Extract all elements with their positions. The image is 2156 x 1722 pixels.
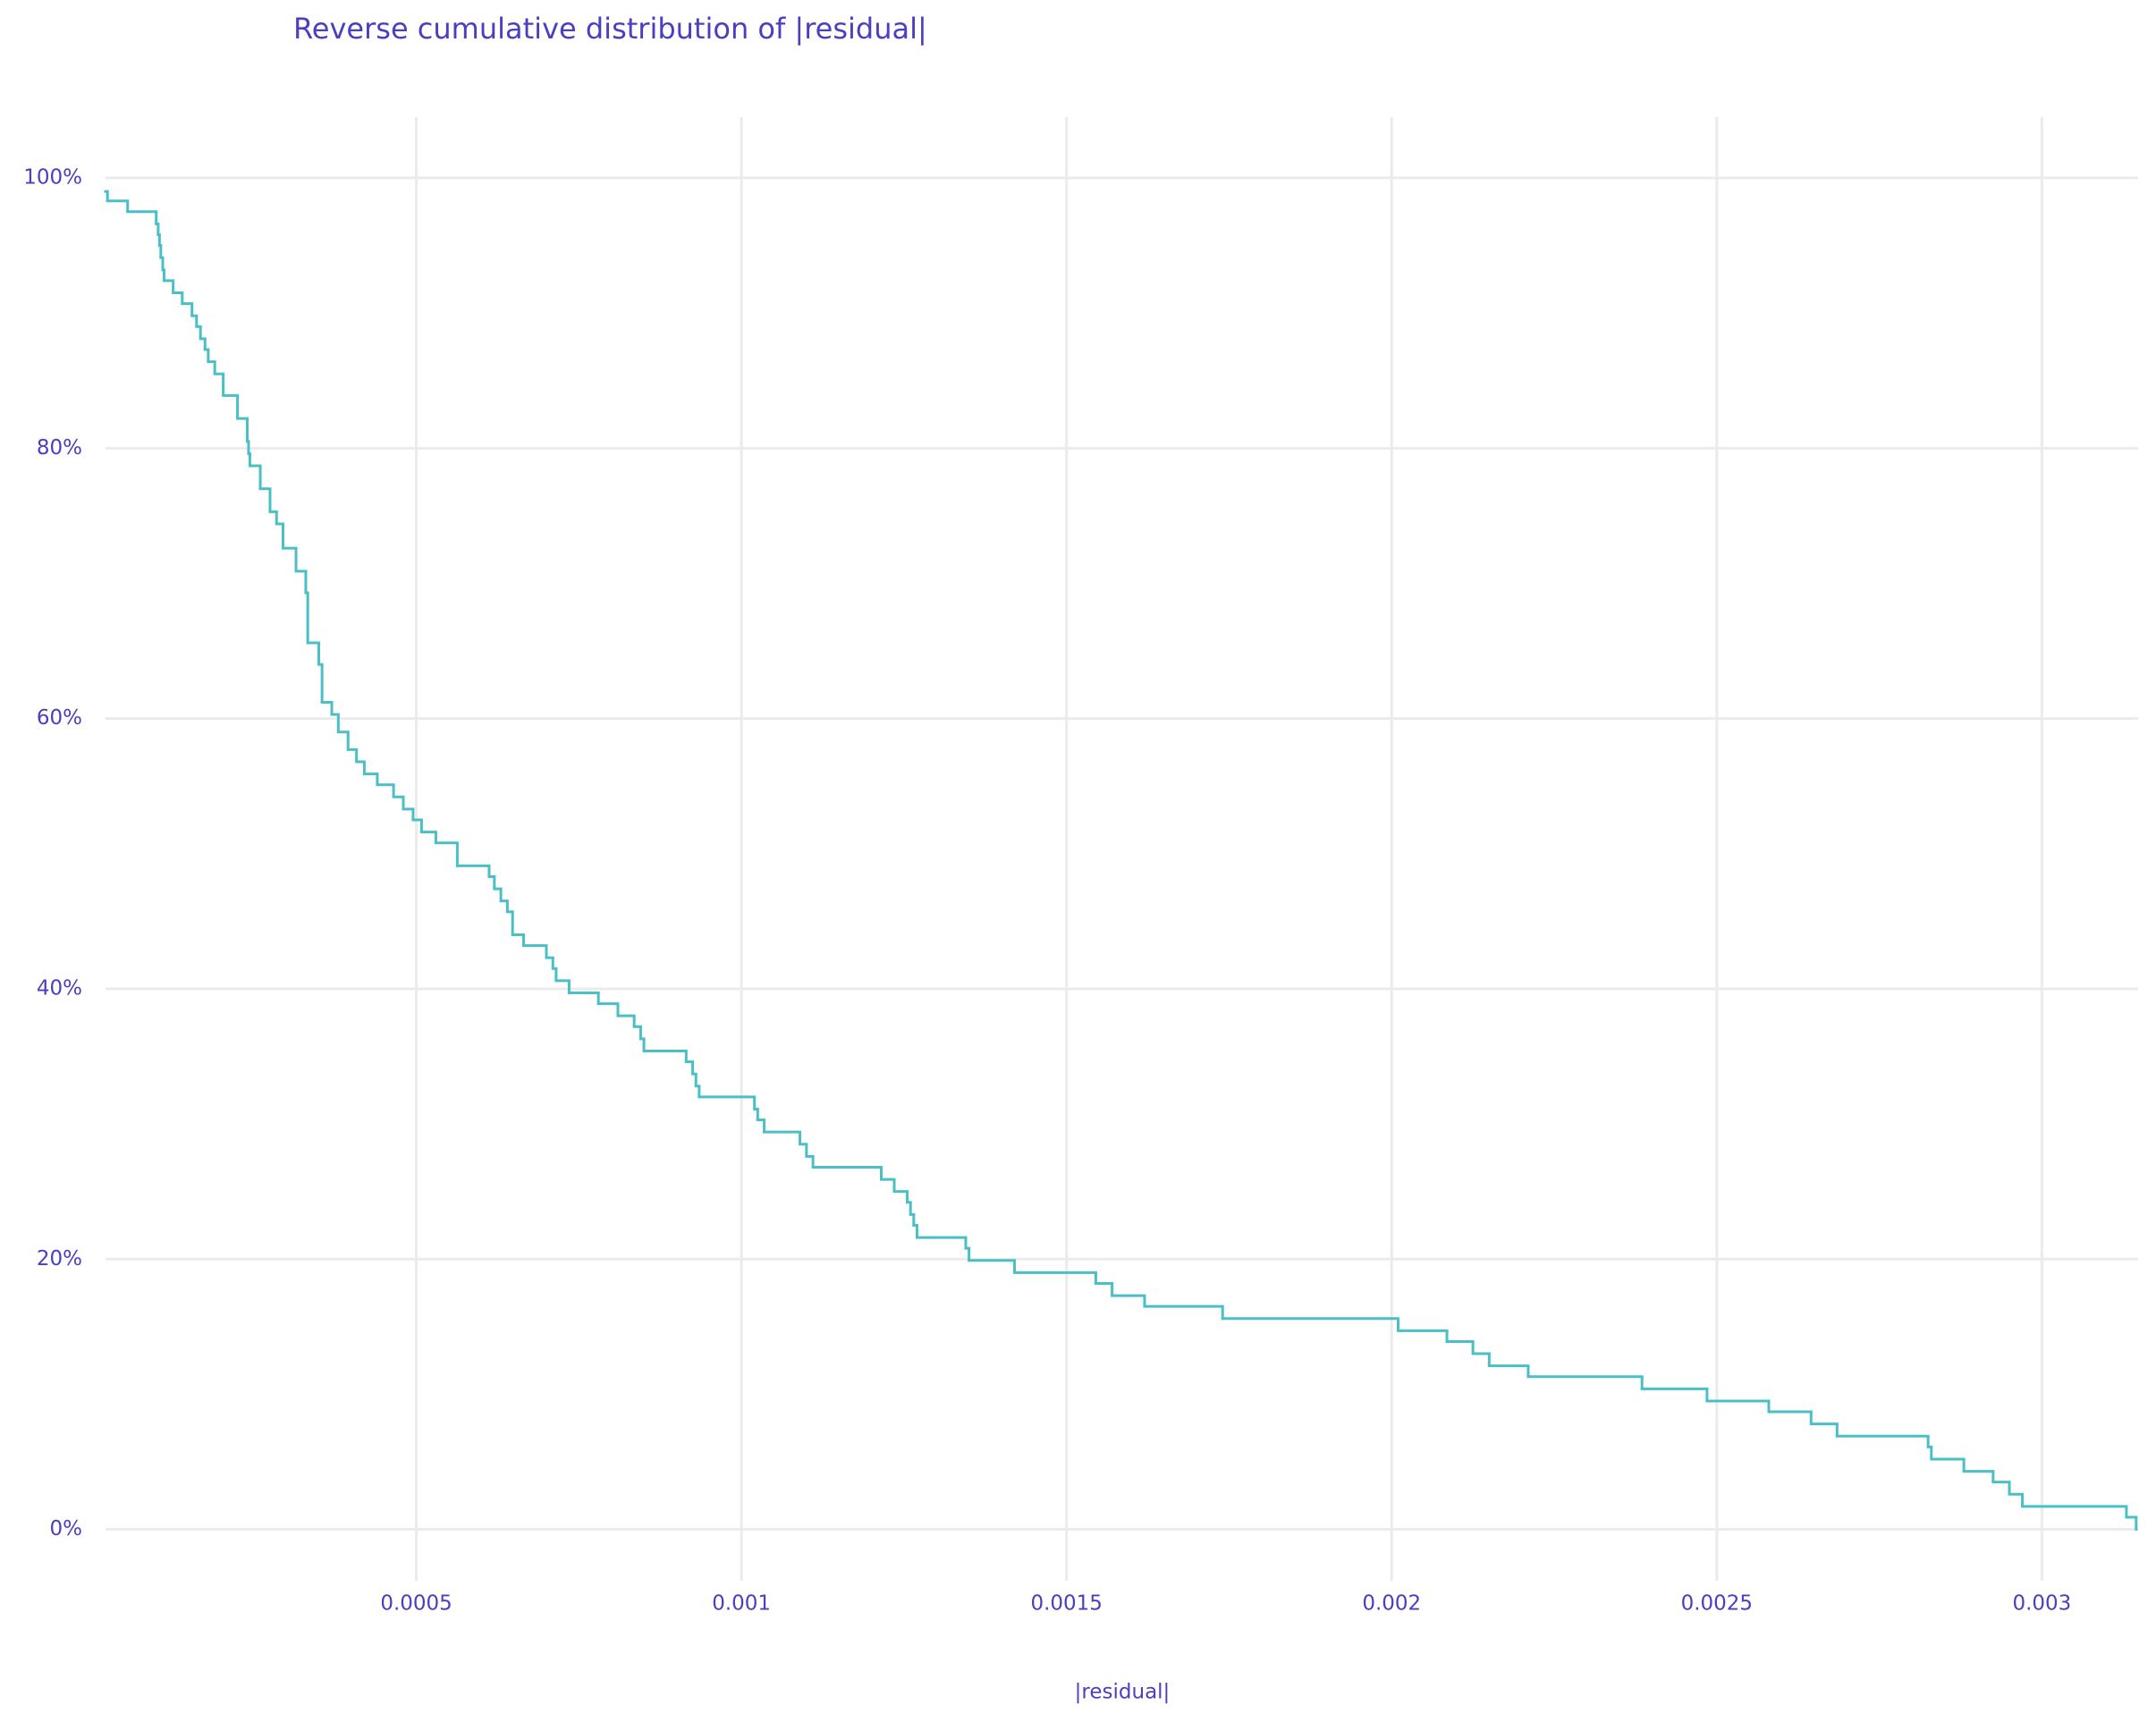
x-tick-label: 0.0015 <box>1030 1592 1102 1616</box>
chart-title: Reverse cumulative distribution of |resi… <box>293 12 927 46</box>
y-tick-label: 80% <box>37 436 82 460</box>
y-tick-label: 60% <box>37 706 82 730</box>
x-tick-label: 0.0025 <box>1681 1592 1753 1616</box>
y-tick-label: 20% <box>37 1247 82 1270</box>
y-tick-label: 0% <box>50 1517 83 1541</box>
y-tick-label: 100% <box>23 166 82 190</box>
y-tick-label: 40% <box>37 976 82 1000</box>
x-tick-label: 0.001 <box>712 1592 771 1616</box>
x-tick-label: 0.0005 <box>380 1592 452 1616</box>
x-tick-label: 0.003 <box>2012 1592 2071 1616</box>
x-axis-title: |residual| <box>1075 1681 1171 1704</box>
x-tick-label: 0.002 <box>1362 1592 1421 1616</box>
